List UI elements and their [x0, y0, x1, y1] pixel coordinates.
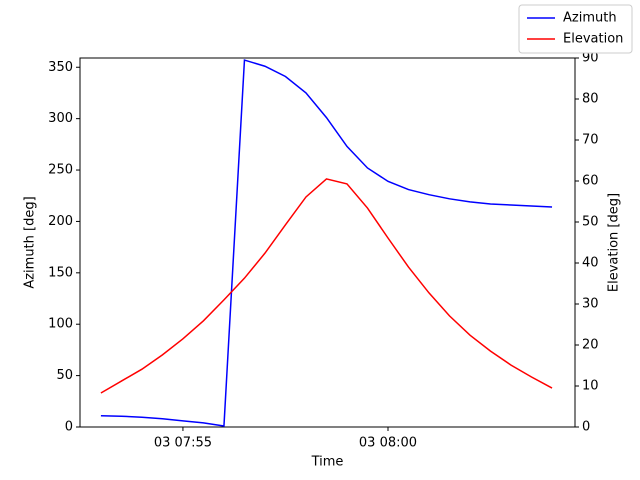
x-axis-label: Time	[311, 455, 344, 470]
y2-tick-label: 0	[582, 420, 590, 435]
y-tick-label: 50	[56, 368, 73, 383]
y-tick-label: 0	[65, 420, 73, 435]
y-tick-label: 150	[48, 265, 73, 280]
x-tick-label: 03 07:55	[154, 436, 212, 451]
y2-tick-label: 70	[582, 133, 599, 148]
y2-tick-label: 30	[582, 297, 599, 312]
legend-label: Elevation	[563, 32, 623, 47]
y2-tick-label: 90	[582, 51, 599, 66]
y-tick-label: 200	[48, 214, 73, 229]
y-axis-label: Azimuth [deg]	[23, 196, 38, 288]
legend-label: Azimuth	[563, 11, 617, 26]
y2-tick-label: 60	[582, 174, 599, 189]
series-line	[100, 178, 553, 394]
y-tick-label: 350	[48, 60, 73, 75]
y2-tick-label: 80	[582, 92, 599, 107]
y2-tick-label: 50	[582, 215, 599, 230]
series-line	[100, 59, 553, 427]
y2-tick-label: 40	[582, 256, 599, 271]
y2-tick-label: 10	[582, 379, 599, 394]
plot-frame	[79, 57, 576, 428]
x-tick-label: 03 08:00	[359, 436, 417, 451]
y2-tick-label: 20	[582, 338, 599, 353]
y2-axis-label: Elevation [deg]	[607, 193, 622, 292]
y-tick-label: 300	[48, 111, 73, 126]
legend-box	[518, 4, 633, 54]
y-tick-label: 250	[48, 163, 73, 178]
y-tick-label: 100	[48, 317, 73, 332]
